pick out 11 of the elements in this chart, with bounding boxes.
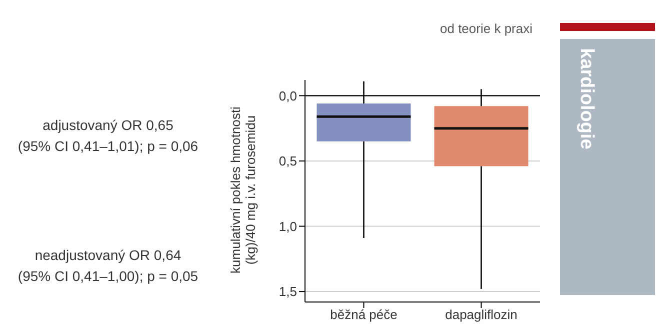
y-tick-label: 0,5: [278, 154, 297, 169]
x-tick-label: dapagliflozin: [445, 307, 518, 322]
text: od teorie k praxi: [440, 20, 532, 38]
y-tick-label: 0,0: [278, 88, 297, 104]
text: adjustovaný OR 0,65 (95% CI 0,41–1,01); p = 0,06: [16, 116, 200, 156]
y-tick-label: 1,0: [278, 218, 297, 234]
y-axis-title: kumulativní pokles hmotnosti (kg)/40 mg i.v. furosemidu: [228, 106, 258, 276]
text: kardiologie: [575, 48, 597, 150]
text: neadjustovaný OR 0,64 (95% CI 0,41–1,00); p = 0,05: [16, 246, 200, 286]
x-tick-label: běžná péče: [330, 307, 398, 322]
y-tick-label: 1,5: [278, 284, 297, 300]
